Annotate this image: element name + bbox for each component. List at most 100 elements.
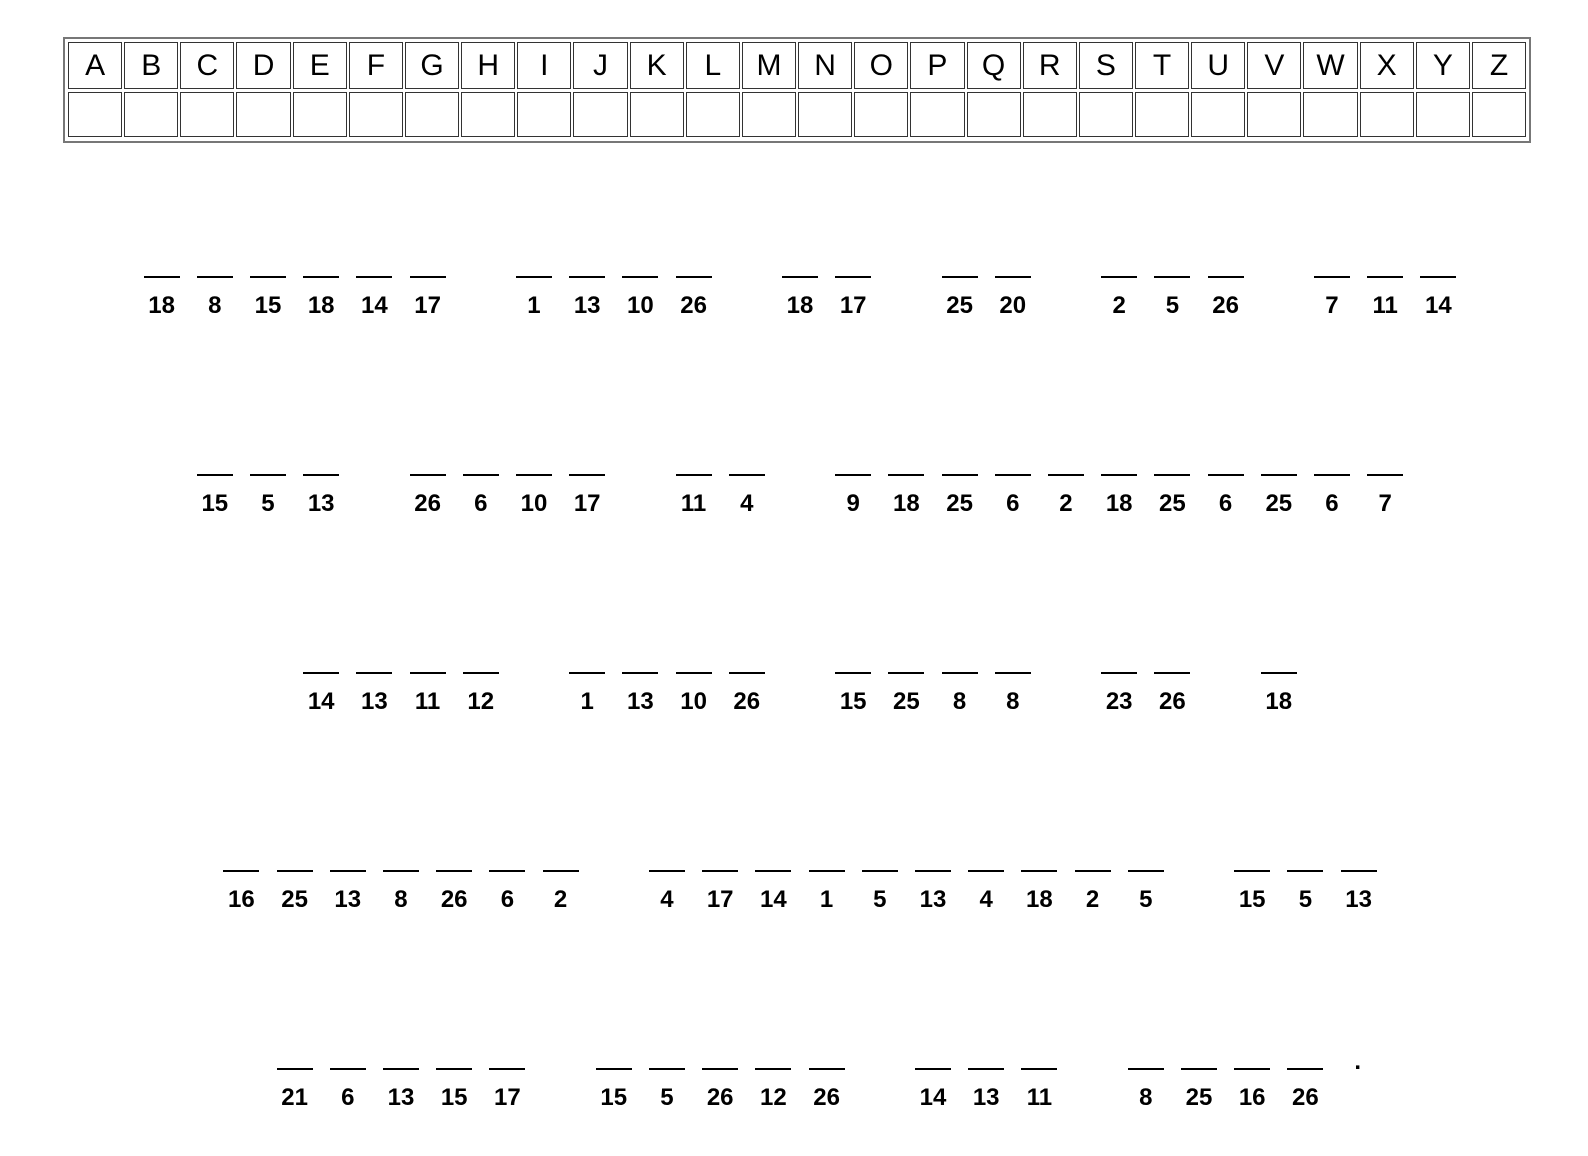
answer-blank[interactable] [1313, 474, 1350, 476]
answer-blank[interactable] [196, 474, 233, 476]
answer-blank[interactable] [808, 870, 845, 872]
answer-blank[interactable] [515, 474, 552, 476]
letter-slot[interactable]: 26 [409, 474, 447, 544]
letter-slot[interactable]: 14 [914, 1068, 952, 1138]
letter-slot[interactable]: 12 [754, 1068, 792, 1138]
answer-blank[interactable] [1313, 276, 1350, 278]
key-answer-box[interactable] [1415, 92, 1470, 137]
key-answer-box[interactable] [741, 92, 797, 137]
answer-blank[interactable] [888, 474, 925, 476]
answer-blank[interactable] [356, 672, 393, 674]
letter-slot[interactable]: 15 [1233, 870, 1271, 940]
answer-blank[interactable] [675, 474, 712, 476]
answer-blank[interactable] [728, 474, 765, 476]
letter-slot[interactable]: 17 [834, 276, 872, 346]
letter-slot[interactable]: 16 [222, 870, 260, 940]
letter-slot[interactable]: 6 [462, 474, 500, 544]
answer-blank[interactable] [914, 1068, 951, 1070]
letter-slot[interactable]: 14 [302, 672, 340, 742]
letter-slot[interactable]: 14 [1419, 276, 1457, 346]
letter-slot[interactable]: 20 [994, 276, 1032, 346]
answer-blank[interactable] [489, 870, 526, 872]
key-answer-box[interactable] [180, 92, 235, 137]
letter-slot[interactable]: 1 [808, 870, 846, 940]
letter-slot[interactable]: 13 [382, 1068, 420, 1138]
letter-slot[interactable]: 13 [329, 870, 367, 940]
answer-blank[interactable] [968, 1068, 1005, 1070]
answer-blank[interactable] [1180, 1068, 1217, 1070]
key-answer-box[interactable] [1303, 92, 1358, 137]
letter-slot[interactable]: 13 [355, 672, 393, 742]
letter-slot[interactable]: 1 [568, 672, 606, 742]
answer-blank[interactable] [994, 672, 1031, 674]
answer-blank[interactable] [1260, 672, 1297, 674]
key-answer-box[interactable] [629, 92, 684, 137]
letter-slot[interactable]: 15 [435, 1068, 473, 1138]
letter-slot[interactable]: 18 [781, 276, 819, 346]
letter-slot[interactable]: 8 [994, 672, 1032, 742]
key-answer-box[interactable] [1191, 92, 1246, 137]
answer-blank[interactable] [994, 474, 1031, 476]
letter-slot[interactable]: 14 [754, 870, 792, 940]
answer-blank[interactable] [1101, 276, 1138, 278]
letter-slot[interactable]: 15 [249, 276, 287, 346]
answer-blank[interactable] [648, 1068, 685, 1070]
answer-blank[interactable] [303, 474, 340, 476]
answer-blank[interactable] [1234, 870, 1271, 872]
letter-slot[interactable]: 13 [1340, 870, 1378, 940]
letter-slot[interactable]: 4 [648, 870, 686, 940]
letter-slot[interactable]: 26 [675, 276, 713, 346]
answer-blank[interactable] [835, 672, 872, 674]
answer-blank[interactable] [1367, 474, 1404, 476]
answer-blank[interactable] [569, 474, 606, 476]
answer-blank[interactable] [1154, 672, 1191, 674]
answer-blank[interactable] [223, 870, 260, 872]
letter-slot[interactable]: 23 [1100, 672, 1138, 742]
letter-slot[interactable]: 8 [196, 276, 234, 346]
letter-slot[interactable]: 2 [542, 870, 580, 940]
letter-slot[interactable]: 15 [834, 672, 872, 742]
answer-blank[interactable] [409, 474, 446, 476]
letter-slot[interactable]: 18 [1020, 870, 1058, 940]
answer-blank[interactable] [276, 870, 313, 872]
answer-blank[interactable] [249, 474, 286, 476]
letter-slot[interactable]: 6 [488, 870, 526, 940]
letter-slot[interactable]: 17 [409, 276, 447, 346]
answer-blank[interactable] [542, 870, 579, 872]
letter-slot[interactable]: 5 [249, 474, 287, 544]
letter-slot[interactable]: 25 [941, 474, 979, 544]
letter-slot[interactable]: 4 [967, 870, 1005, 940]
letter-slot[interactable]: 6 [329, 1068, 367, 1138]
letter-slot[interactable]: 12 [462, 672, 500, 742]
letter-slot[interactable]: 15 [196, 474, 234, 544]
letter-slot[interactable]: 10 [675, 672, 713, 742]
letter-slot[interactable]: 25 [1153, 474, 1191, 544]
letter-slot[interactable]: 26 [701, 1068, 739, 1138]
answer-blank[interactable] [1420, 276, 1457, 278]
letter-slot[interactable]: 6 [1207, 474, 1245, 544]
answer-blank[interactable] [808, 1068, 845, 1070]
letter-slot[interactable]: 18 [302, 276, 340, 346]
letter-slot[interactable]: 13 [568, 276, 606, 346]
answer-blank[interactable] [835, 276, 872, 278]
answer-blank[interactable] [1340, 870, 1377, 872]
key-answer-box[interactable] [910, 92, 965, 137]
letter-slot[interactable]: 26 [1207, 276, 1245, 346]
key-answer-box[interactable] [292, 92, 347, 137]
key-answer-box[interactable] [68, 92, 123, 137]
answer-blank[interactable] [622, 276, 659, 278]
answer-blank[interactable] [462, 672, 499, 674]
letter-slot[interactable]: 11 [1020, 1068, 1058, 1138]
key-answer-box[interactable] [1471, 92, 1527, 137]
letter-slot[interactable]: 25 [941, 276, 979, 346]
answer-blank[interactable] [436, 870, 473, 872]
letter-slot[interactable]: 5 [1286, 870, 1324, 940]
key-answer-box[interactable] [1247, 92, 1302, 137]
answer-blank[interactable] [1047, 474, 1084, 476]
answer-blank[interactable] [1287, 870, 1324, 872]
letter-slot[interactable]: 18 [887, 474, 925, 544]
key-answer-box[interactable] [1359, 92, 1414, 137]
key-answer-box[interactable] [1134, 92, 1190, 137]
letter-slot[interactable]: 7 [1313, 276, 1351, 346]
letter-slot[interactable]: 5 [1127, 870, 1165, 940]
